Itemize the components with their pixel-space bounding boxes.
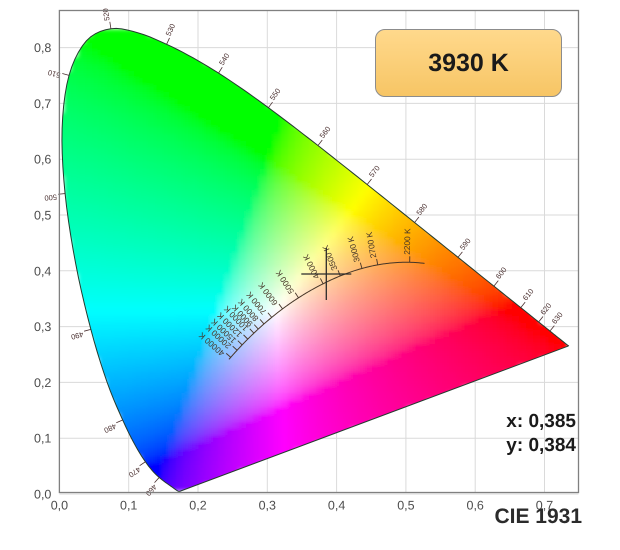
svg-text:0,3: 0,3 xyxy=(34,320,51,334)
svg-text:0,8: 0,8 xyxy=(34,41,51,55)
svg-text:2200 K: 2200 K xyxy=(402,228,413,255)
svg-text:0,1: 0,1 xyxy=(120,499,137,513)
svg-text:0,1: 0,1 xyxy=(34,432,51,446)
svg-text:0,7: 0,7 xyxy=(34,97,51,111)
svg-text:0,3: 0,3 xyxy=(259,499,276,513)
svg-text:0,4: 0,4 xyxy=(34,264,51,278)
svg-text:0,0: 0,0 xyxy=(34,488,51,502)
svg-text:0,6: 0,6 xyxy=(34,153,51,167)
svg-text:520: 520 xyxy=(101,8,112,22)
svg-text:0,6: 0,6 xyxy=(467,499,484,513)
svg-text:0,0: 0,0 xyxy=(51,499,68,513)
svg-text:500: 500 xyxy=(44,192,57,202)
svg-text:0,2: 0,2 xyxy=(189,499,206,513)
svg-text:0,5: 0,5 xyxy=(397,499,414,513)
svg-text:0,2: 0,2 xyxy=(34,376,51,390)
svg-text:0,5: 0,5 xyxy=(34,209,51,223)
svg-text:0,4: 0,4 xyxy=(328,499,345,513)
